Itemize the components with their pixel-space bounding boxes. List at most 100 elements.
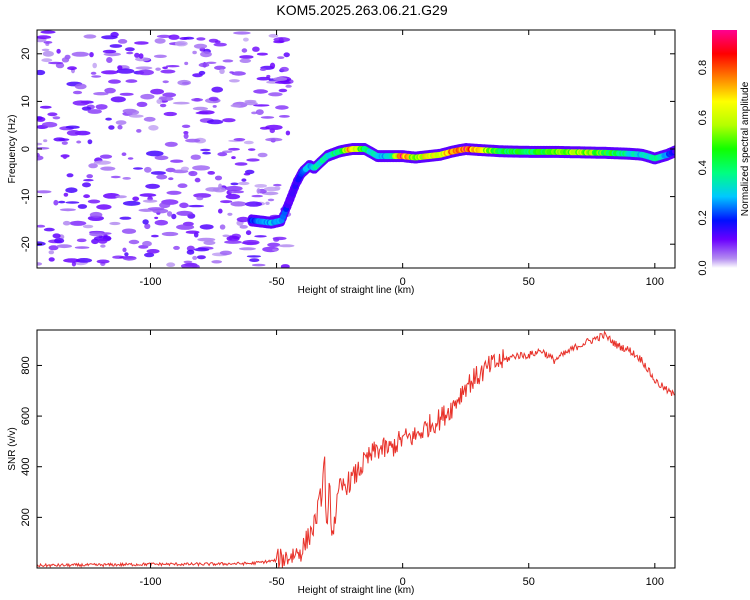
chart-title: KOM5.2025.263.06.21.G29 xyxy=(276,2,447,18)
noise-speck xyxy=(89,211,103,218)
noise-speck xyxy=(135,57,150,62)
noise-speck xyxy=(254,235,267,238)
noise-speck xyxy=(141,208,151,212)
noise-speck xyxy=(163,111,177,117)
snr-x-axis-label: Height of straight line (km) xyxy=(298,585,415,596)
noise-speck xyxy=(214,65,226,71)
noise-speck xyxy=(37,224,46,228)
noise-speck xyxy=(41,121,58,128)
noise-speck xyxy=(222,118,236,123)
x-tick-label: -100 xyxy=(139,576,161,588)
noise-speck xyxy=(144,166,152,173)
noise-speck xyxy=(158,96,174,102)
noise-speck xyxy=(37,262,43,266)
noise-speck xyxy=(138,53,144,59)
noise-speck xyxy=(42,50,54,57)
noise-speck xyxy=(228,79,240,83)
noise-speck xyxy=(161,231,179,237)
snr-panel: -100 -50 0 50 100 200 400 600 800 Height of str… xyxy=(7,329,676,596)
noise-speck xyxy=(146,249,160,254)
noise-speck xyxy=(205,187,220,192)
colorbar-ticks: 0.0 0.2 0.4 0.6 0.8 xyxy=(697,60,709,276)
noise-speck xyxy=(236,216,250,223)
noise-speck xyxy=(254,184,267,188)
noise-speck xyxy=(83,194,90,199)
noise-speck xyxy=(162,66,169,70)
noise-speck xyxy=(58,200,66,204)
noise-speck xyxy=(72,100,90,106)
noise-speck xyxy=(115,120,127,125)
noise-speck xyxy=(248,148,256,151)
noise-speck xyxy=(39,105,52,109)
noise-speck xyxy=(225,185,243,192)
noise-speck xyxy=(83,179,94,182)
noise-speck xyxy=(48,245,59,251)
noise-speck xyxy=(41,48,50,52)
noise-speck xyxy=(53,199,59,206)
noise-speck xyxy=(183,133,189,140)
noise-speck xyxy=(109,44,123,48)
x-tick-label: 0 xyxy=(400,276,406,288)
noise-speck xyxy=(156,99,163,104)
noise-speck xyxy=(243,101,258,106)
noise-speck xyxy=(62,154,68,160)
noise-speck xyxy=(92,62,97,69)
noise-speck xyxy=(265,137,283,142)
noise-speck xyxy=(52,233,61,239)
noise-speck xyxy=(196,37,206,41)
noise-speck xyxy=(136,129,142,133)
noise-speck xyxy=(272,248,279,252)
noise-speck xyxy=(228,235,233,240)
noise-speck xyxy=(170,159,184,163)
noise-speck xyxy=(127,157,134,160)
noise-speck xyxy=(241,178,247,182)
noise-speck xyxy=(219,250,232,256)
noise-speck xyxy=(144,223,151,230)
noise-speck xyxy=(273,40,285,44)
noise-speck xyxy=(192,165,211,171)
noise-speck xyxy=(280,264,290,268)
noise-speck xyxy=(82,224,94,229)
colorbar-tick-label: 0.6 xyxy=(697,110,709,125)
noise-speck xyxy=(146,150,164,157)
noise-speck xyxy=(93,92,109,96)
noise-speck xyxy=(136,101,148,107)
snr-marks xyxy=(37,330,675,568)
noise-speck xyxy=(148,125,159,131)
noise-speck xyxy=(230,182,239,186)
noise-speck xyxy=(63,258,81,263)
ridge-point xyxy=(672,148,675,155)
noise-speck xyxy=(274,186,281,191)
noise-speck xyxy=(255,109,264,115)
noise-speck xyxy=(142,219,149,225)
noise-speck xyxy=(242,239,260,246)
noise-speck xyxy=(225,193,241,200)
noise-speck xyxy=(195,111,209,115)
noise-speck xyxy=(246,255,261,258)
noise-speck xyxy=(238,181,250,186)
noise-speck xyxy=(37,35,52,40)
noise-speck xyxy=(192,50,197,55)
noise-speck xyxy=(66,130,81,136)
y-tick-label: 10 xyxy=(20,95,32,107)
x-tick-label: 50 xyxy=(523,576,535,588)
noise-speck xyxy=(65,201,80,204)
noise-speck xyxy=(211,260,223,264)
noise-speck xyxy=(93,160,112,165)
noise-speck xyxy=(188,204,205,208)
noise-speck xyxy=(196,196,204,201)
noise-speck xyxy=(176,224,195,230)
noise-speck xyxy=(48,250,55,255)
noise-speck xyxy=(188,170,198,177)
noise-speck xyxy=(37,116,46,122)
noise-speck xyxy=(167,211,173,217)
noise-speck xyxy=(110,175,121,179)
noise-speck xyxy=(262,191,279,196)
noise-speck xyxy=(82,182,91,188)
noise-speck xyxy=(273,183,282,187)
colorbar-tick-label: 0.0 xyxy=(697,260,709,275)
noise-speck xyxy=(67,66,77,71)
noise-speck xyxy=(198,62,210,68)
noise-speck xyxy=(52,116,61,120)
noise-speck xyxy=(59,208,76,212)
